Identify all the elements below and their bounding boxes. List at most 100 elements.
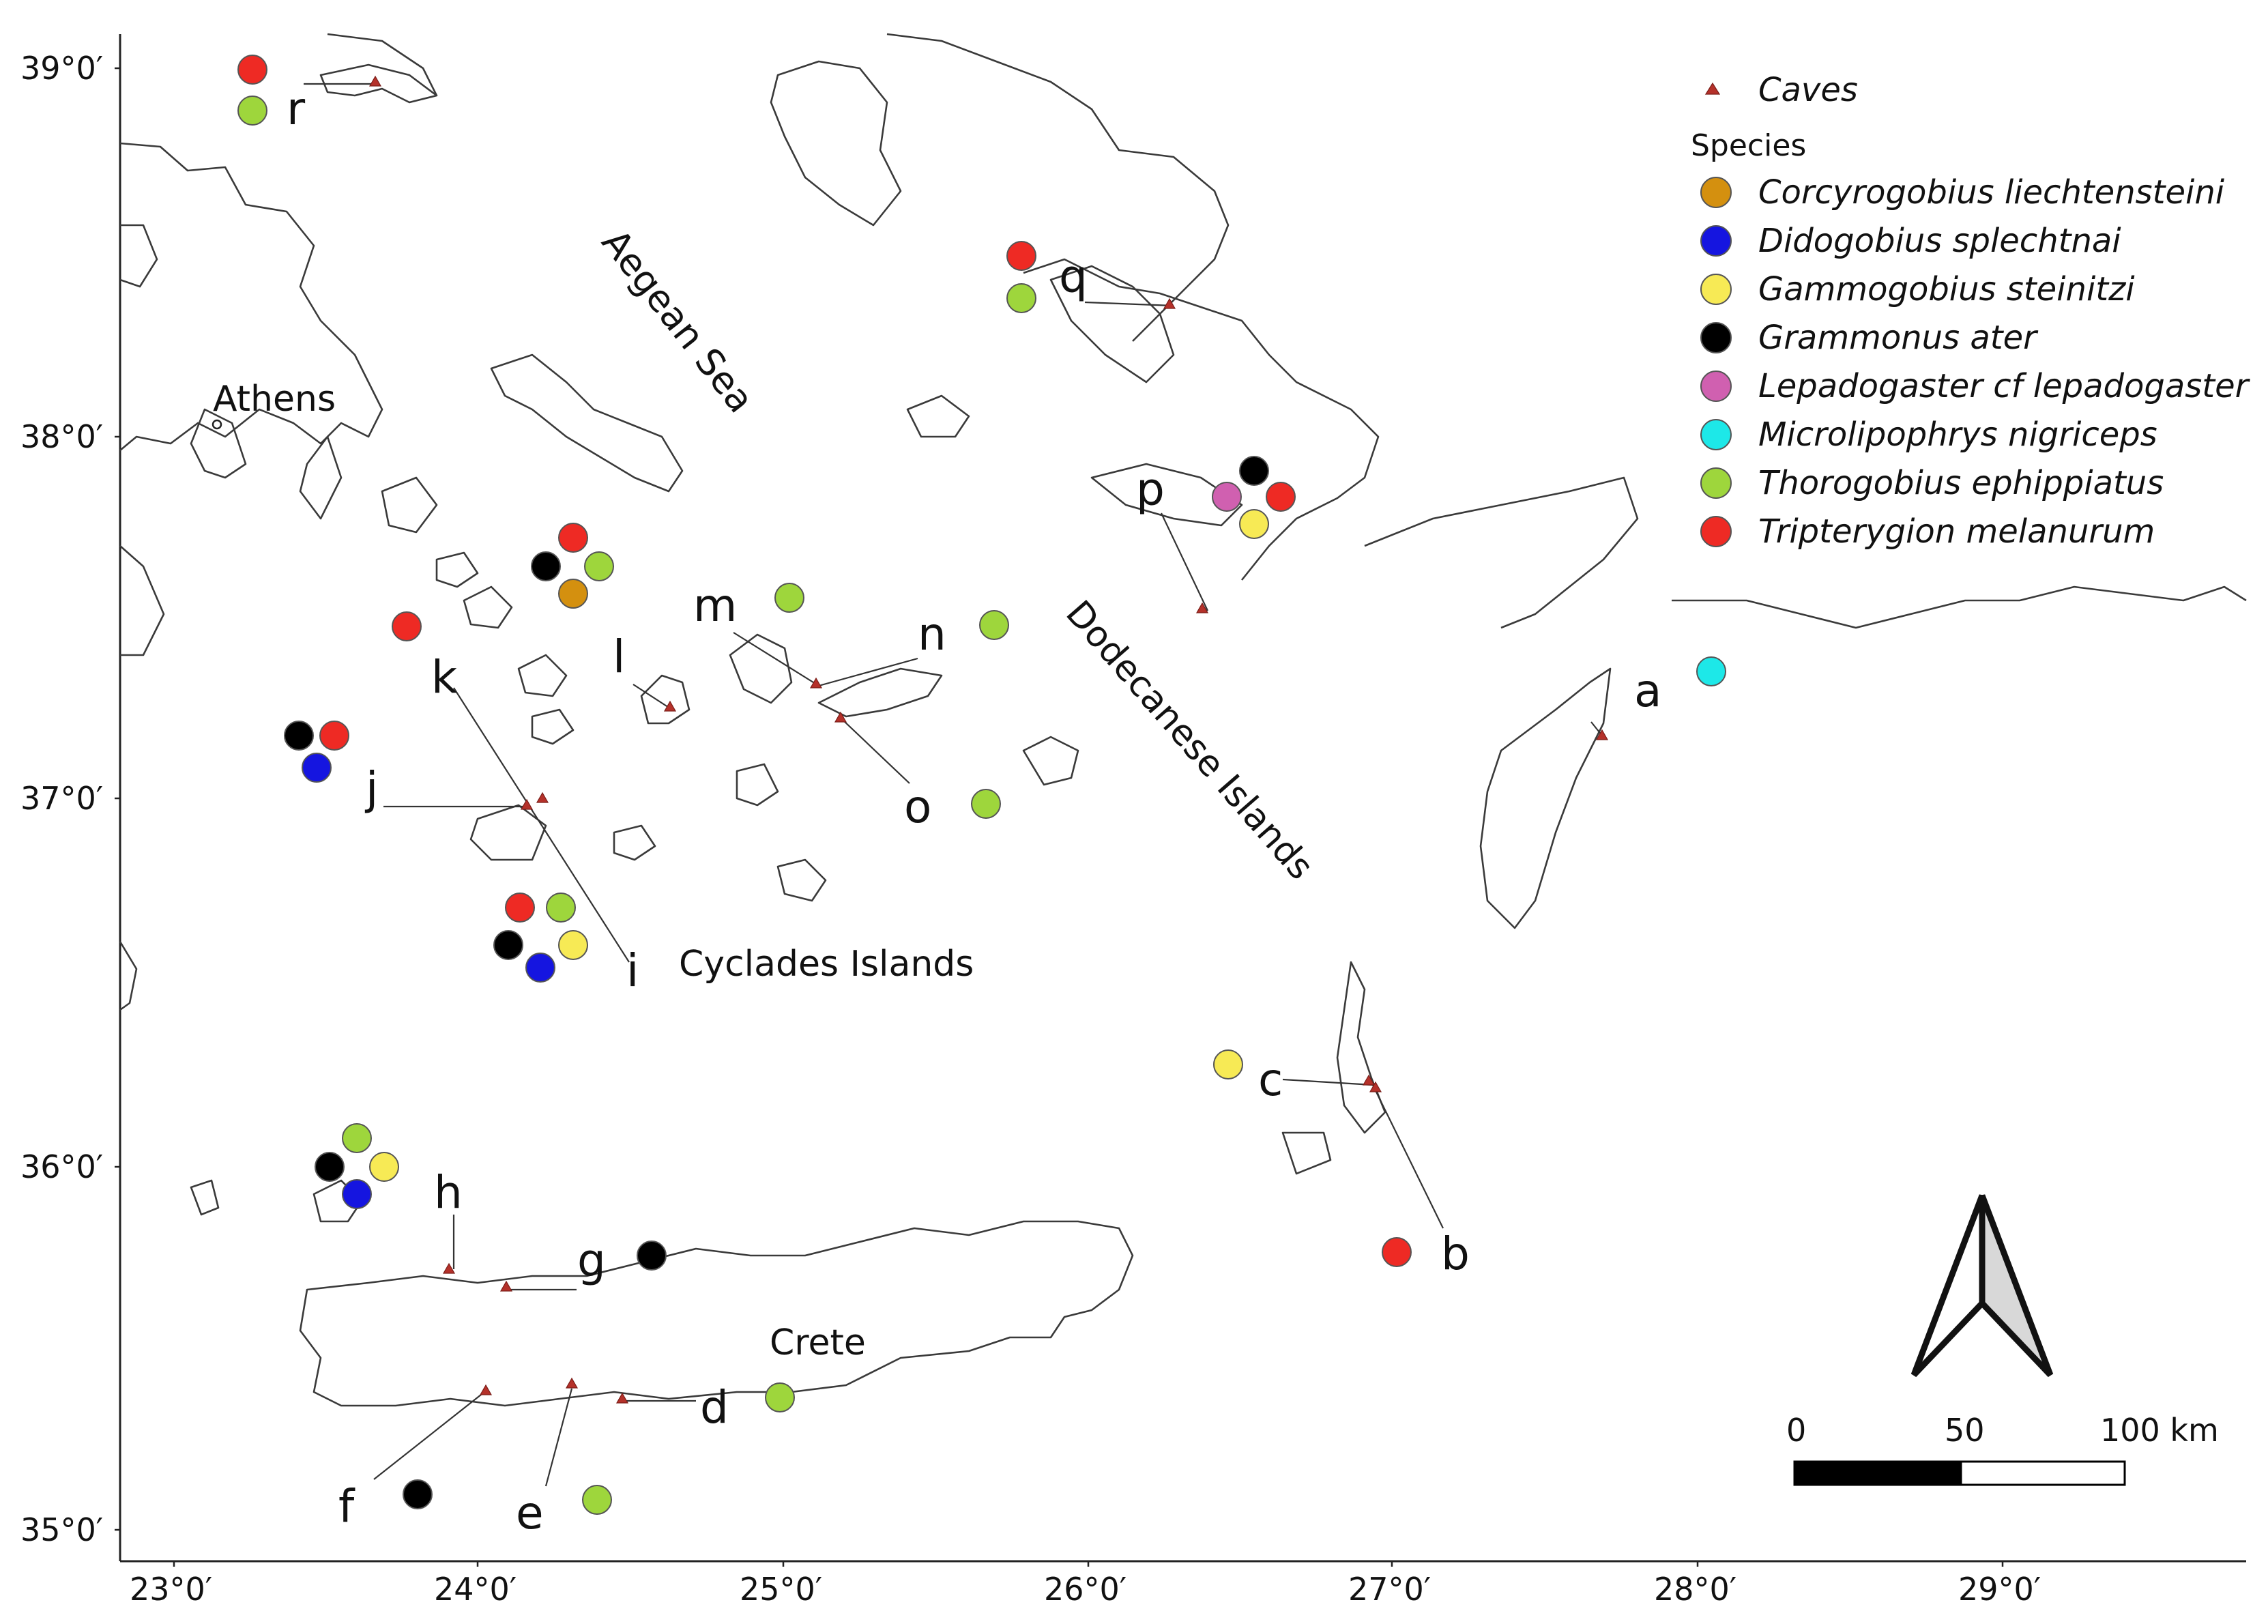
species-dot [637, 1241, 667, 1271]
site-label-d: d [700, 1381, 729, 1434]
site-label-a: a [1634, 665, 1661, 717]
site-label-c: c [1258, 1054, 1283, 1106]
species-dot [979, 610, 1009, 640]
species-dot [237, 55, 267, 85]
legend-species-label: Tripterygion melanurum [1758, 512, 2155, 551]
species-dot [1696, 656, 1726, 686]
species-dot [582, 1485, 612, 1515]
scale-label: 50 [1945, 1412, 1985, 1449]
legend: Caves Species Corcyrogobius liechtenstei… [1691, 71, 2251, 551]
site-label-p: p [1136, 463, 1165, 516]
lon-label: 25°0′ [740, 1571, 822, 1608]
lon-label: 26°0′ [1044, 1571, 1126, 1608]
legend-species-label: Microlipophrys nigriceps [1758, 416, 2157, 454]
cave-marker [368, 75, 382, 87]
legend-swatch [1700, 419, 1732, 450]
scale-label: 0 [1786, 1412, 1806, 1449]
species-dot [1382, 1237, 1412, 1267]
cave-marker [809, 677, 823, 688]
cyclades-label: Cyclades Islands [679, 944, 974, 985]
aegean-sea-label: Aegean Sea [594, 221, 763, 420]
cave-marker [520, 798, 534, 810]
site-label-r: r [287, 83, 306, 135]
site-label-b: b [1441, 1228, 1470, 1280]
legend-species-label: Thorogobius ephippiatus [1758, 464, 2164, 502]
site-label-m: m [693, 579, 737, 632]
legend-swatch [1700, 274, 1732, 305]
cave-marker [499, 1280, 513, 1292]
cave-marker [615, 1392, 629, 1404]
legend-swatch [1700, 177, 1732, 208]
legend-swatch [1700, 467, 1732, 499]
site-label-g: g [577, 1234, 606, 1287]
species-dot [319, 721, 349, 751]
lat-label: 39°0′ [20, 50, 103, 87]
lon-label: 29°0′ [1958, 1571, 2041, 1608]
scale-label: 100 km [2100, 1412, 2219, 1449]
species-dot [392, 611, 422, 641]
latitude-labels: 39°0′ 38°0′ 37°0′ 36°0′ 35°0′ [20, 50, 120, 1548]
athens-label: Athens [213, 379, 336, 420]
site-label-f: f [338, 1480, 355, 1533]
species-dot [525, 953, 555, 983]
species-dot [558, 930, 588, 960]
legend-species-label: Grammonus ater [1758, 319, 2039, 357]
dodecanese-label: Dodecanese Islands [1058, 593, 1321, 888]
lat-label: 36°0′ [20, 1148, 103, 1185]
legend-caves-label: Caves [1758, 71, 1858, 109]
species-dot [558, 579, 588, 609]
site-label-o: o [904, 781, 931, 833]
legend-species-label: Corcyrogobius liechtensteini [1758, 173, 2225, 212]
leader-lines [304, 83, 1605, 1487]
legend-items: Corcyrogobius liechtensteini Didogobius s… [1700, 173, 2251, 551]
species-dot [1213, 1049, 1243, 1079]
site-label-l: l [613, 630, 625, 683]
cave-marker [1362, 1074, 1376, 1086]
species-dot [493, 930, 523, 960]
site-label-j: j [364, 762, 378, 815]
species-dot [342, 1179, 372, 1209]
cave-marker [479, 1384, 493, 1395]
site-label-n: n [918, 608, 946, 661]
species-dot [1239, 456, 1269, 486]
species-dot [403, 1479, 433, 1509]
lon-label: 24°0′ [434, 1571, 517, 1608]
legend-species-label: Lepadogaster cf lepadogaster [1758, 367, 2251, 405]
species-dot [284, 721, 314, 751]
cave-markers [368, 75, 1609, 1404]
species-dot [1266, 482, 1296, 512]
lat-label: 37°0′ [20, 780, 103, 817]
longitude-labels: 23°0′ 24°0′ 25°0′ 26°0′ 27°0′ 28°0′ 29°0… [130, 1561, 2041, 1608]
cave-marker [536, 792, 549, 803]
cave-marker [1195, 602, 1209, 613]
site-label-h: h [434, 1166, 463, 1219]
species-dot [1239, 509, 1269, 539]
species-dot [765, 1382, 795, 1412]
species-dot [369, 1152, 399, 1182]
species-dots [237, 55, 1726, 1515]
legend-species-heading: Species [1691, 128, 1806, 163]
legend-species-label: Gammogobius steinitzi [1758, 270, 2135, 308]
scale-bar: 0 50 100 km [1786, 1412, 2219, 1486]
cave-marker [565, 1377, 579, 1389]
species-dot [774, 583, 804, 613]
site-letters: r q p a n m l k o j i c h b g d f e [287, 83, 1661, 1539]
legend-swatch [1700, 322, 1732, 353]
species-dot [971, 789, 1001, 819]
species-dot [1212, 482, 1242, 512]
legend-swatch [1700, 516, 1732, 547]
species-dot [1006, 241, 1036, 271]
species-dot [546, 893, 576, 923]
site-label-e: e [516, 1487, 544, 1539]
site-label-k: k [431, 651, 458, 704]
athens-marker [212, 419, 222, 430]
legend-cave-icon [1704, 82, 1721, 95]
lon-label: 27°0′ [1348, 1571, 1431, 1608]
site-label-i: i [626, 944, 639, 997]
legend-swatch [1700, 371, 1732, 402]
species-dot [315, 1152, 345, 1182]
cave-marker [1163, 298, 1176, 309]
cave-marker [442, 1262, 456, 1274]
cave-marker [1369, 1081, 1382, 1092]
site-label-q: q [1059, 250, 1088, 303]
